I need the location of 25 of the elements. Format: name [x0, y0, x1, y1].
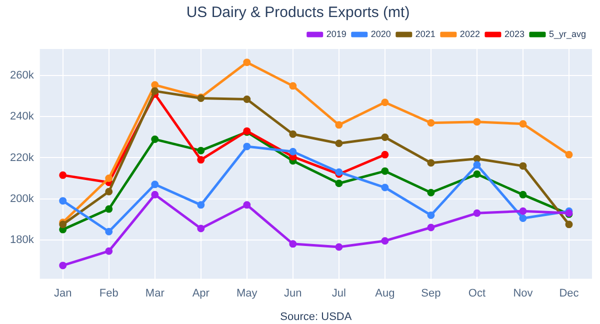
legend-label: 2021 [415, 28, 436, 39]
legend-label: 2022 [460, 28, 480, 39]
legend-label: 2019 [326, 28, 346, 39]
x-tick-label: Oct [468, 287, 486, 300]
y-tick-label: 200k [10, 192, 34, 205]
source-note: Source: USDA [280, 311, 352, 323]
x-tick-label: Aug [375, 287, 395, 300]
y-tick-label: 240k [10, 110, 34, 123]
x-tick-label: Sep [421, 287, 441, 300]
y-tick-label: 220k [10, 152, 34, 164]
legend-label: 2020 [370, 28, 391, 39]
legend-label: 2023 [504, 28, 524, 39]
x-tick-label: Apr [192, 287, 210, 300]
x-tick-label: Feb [99, 287, 118, 300]
x-tick-label: Jul [332, 287, 346, 300]
x-tick-label: Dec [559, 287, 580, 300]
y-tick-label: 180k [10, 234, 34, 246]
x-tick-label: Mar [145, 287, 165, 300]
chart-title: US Dairy & Products Exports (mt) [186, 4, 410, 22]
legend-label: 5_yr_avg [548, 28, 586, 39]
x-tick-label: Jan [54, 287, 72, 300]
x-tick-label: May [236, 287, 258, 300]
y-tick-label: 260k [10, 70, 34, 82]
x-tick-label: Jun [284, 287, 302, 300]
x-tick-label: Nov [513, 287, 534, 300]
